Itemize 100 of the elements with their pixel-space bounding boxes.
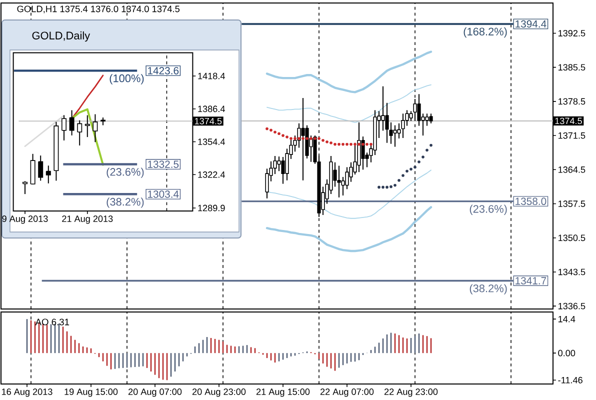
- candlestick: [361, 136, 365, 170]
- chart-title: GOLD,Daily: [32, 31, 90, 42]
- candlestick: [38, 155, 44, 182]
- y-tick-label: -11.46: [558, 376, 582, 384]
- candlestick: [337, 165, 341, 198]
- point: [354, 142, 356, 146]
- point: [318, 137, 320, 140]
- candlestick: [301, 98, 305, 181]
- point: [346, 142, 348, 146]
- point: [330, 141, 332, 144]
- x-tick-label: 16 Aug 2013: [2, 388, 52, 397]
- candlestick: [30, 153, 36, 185]
- point: [290, 137, 292, 140]
- point: [306, 137, 308, 140]
- point: [298, 137, 300, 140]
- y-tick-label: 1385.5: [558, 64, 586, 71]
- x-tick-label: 20 Aug 23:00: [192, 388, 246, 397]
- annotation: (23.6%): [470, 204, 507, 215]
- candlestick: [84, 114, 90, 138]
- candlestick: [22, 180, 28, 195]
- point: [334, 142, 336, 146]
- point: [322, 139, 324, 142]
- ref-line-label: 1341.7: [516, 277, 546, 284]
- point: [338, 142, 340, 146]
- y-tick-label: 1371.5: [558, 132, 586, 139]
- ref-line-label: 1374.5: [194, 118, 222, 124]
- point: [390, 185, 392, 188]
- point: [406, 170, 408, 173]
- point: [342, 142, 344, 146]
- point: [414, 166, 416, 169]
- candlestick: [46, 165, 51, 184]
- ref-line-label: 1358.0: [516, 198, 546, 206]
- y-tick-label: 1364.5: [558, 166, 586, 173]
- point: [430, 144, 432, 147]
- y-tick-label: 1418.4: [198, 72, 225, 80]
- x-tick-label: 20 Aug 07:00: [128, 388, 182, 397]
- point: [314, 137, 316, 140]
- point: [362, 142, 364, 146]
- point: [382, 186, 384, 189]
- annotation: (100%): [110, 74, 144, 84]
- point: [266, 127, 268, 130]
- candlestick: [277, 156, 281, 172]
- point: [350, 142, 352, 146]
- x-tick-label: 21 Aug 15:00: [256, 388, 310, 397]
- line-series: [70, 108, 104, 166]
- x-tick-label: 22 Aug 07:00: [320, 388, 374, 397]
- y-tick-label: 1378.5: [558, 98, 586, 105]
- annotation: (38.2%): [470, 284, 507, 294]
- point: [366, 142, 368, 146]
- point: [394, 184, 396, 187]
- point: [302, 137, 304, 140]
- chart-title: GOLD,H1 1375.4 1376.0 1374.0 1374.5: [17, 6, 180, 14]
- x-tick-label: 19 Aug 15:00: [64, 388, 118, 397]
- y-tick-label: 1336.5: [558, 302, 586, 310]
- annotation: (168.2%): [464, 27, 507, 38]
- point: [378, 186, 380, 189]
- y-tick-label: 0.00: [558, 350, 576, 356]
- x-tick-label: 22 Aug 23:00: [384, 388, 438, 397]
- candlestick: [429, 113, 433, 124]
- y-tick-label: 1392.5: [558, 30, 586, 36]
- candlestick: [425, 113, 429, 126]
- candlestick: [281, 156, 285, 184]
- point: [326, 140, 328, 144]
- candlestick: [401, 113, 405, 138]
- candlestick: [393, 124, 397, 148]
- point: [402, 174, 404, 177]
- candlestick: [62, 114, 66, 141]
- y-tick-label: 1289.9: [198, 204, 225, 212]
- point: [294, 137, 296, 140]
- ref-line-label: 1332.5: [148, 160, 179, 168]
- text: AO 6.31: [35, 318, 70, 326]
- point: [282, 134, 284, 137]
- y-tick-label: 1350.5: [558, 234, 586, 242]
- ref-line-label: 1394.4: [516, 20, 546, 28]
- point: [398, 178, 400, 182]
- point: [278, 132, 280, 135]
- candlestick: [92, 114, 98, 143]
- y-tick-label: 1357.5: [558, 200, 586, 207]
- ref-line-label: 1374.5: [555, 118, 582, 124]
- candlestick: [69, 110, 74, 136]
- point: [410, 168, 412, 171]
- point: [270, 128, 272, 132]
- annotation: (23.6%): [106, 168, 144, 178]
- x-tick-label: 21 Aug 2013: [62, 216, 113, 224]
- point: [274, 130, 276, 134]
- point: [370, 142, 372, 146]
- y-tick-label: 1343.5: [558, 268, 586, 276]
- y-tick-label: 1386.4: [198, 106, 225, 112]
- y-tick-label: 1354.4: [198, 138, 225, 145]
- point: [286, 136, 288, 138]
- point: [418, 160, 420, 164]
- candlestick: [77, 120, 82, 146]
- y-tick-label: 14.4: [558, 316, 576, 322]
- annotation: (38.2%): [106, 198, 144, 208]
- point: [426, 148, 428, 152]
- ref-line-label: 1423.6: [148, 67, 179, 74]
- point: [386, 186, 388, 189]
- point: [422, 156, 424, 158]
- ref-line-label: 1303.4: [148, 190, 179, 198]
- point: [358, 142, 360, 146]
